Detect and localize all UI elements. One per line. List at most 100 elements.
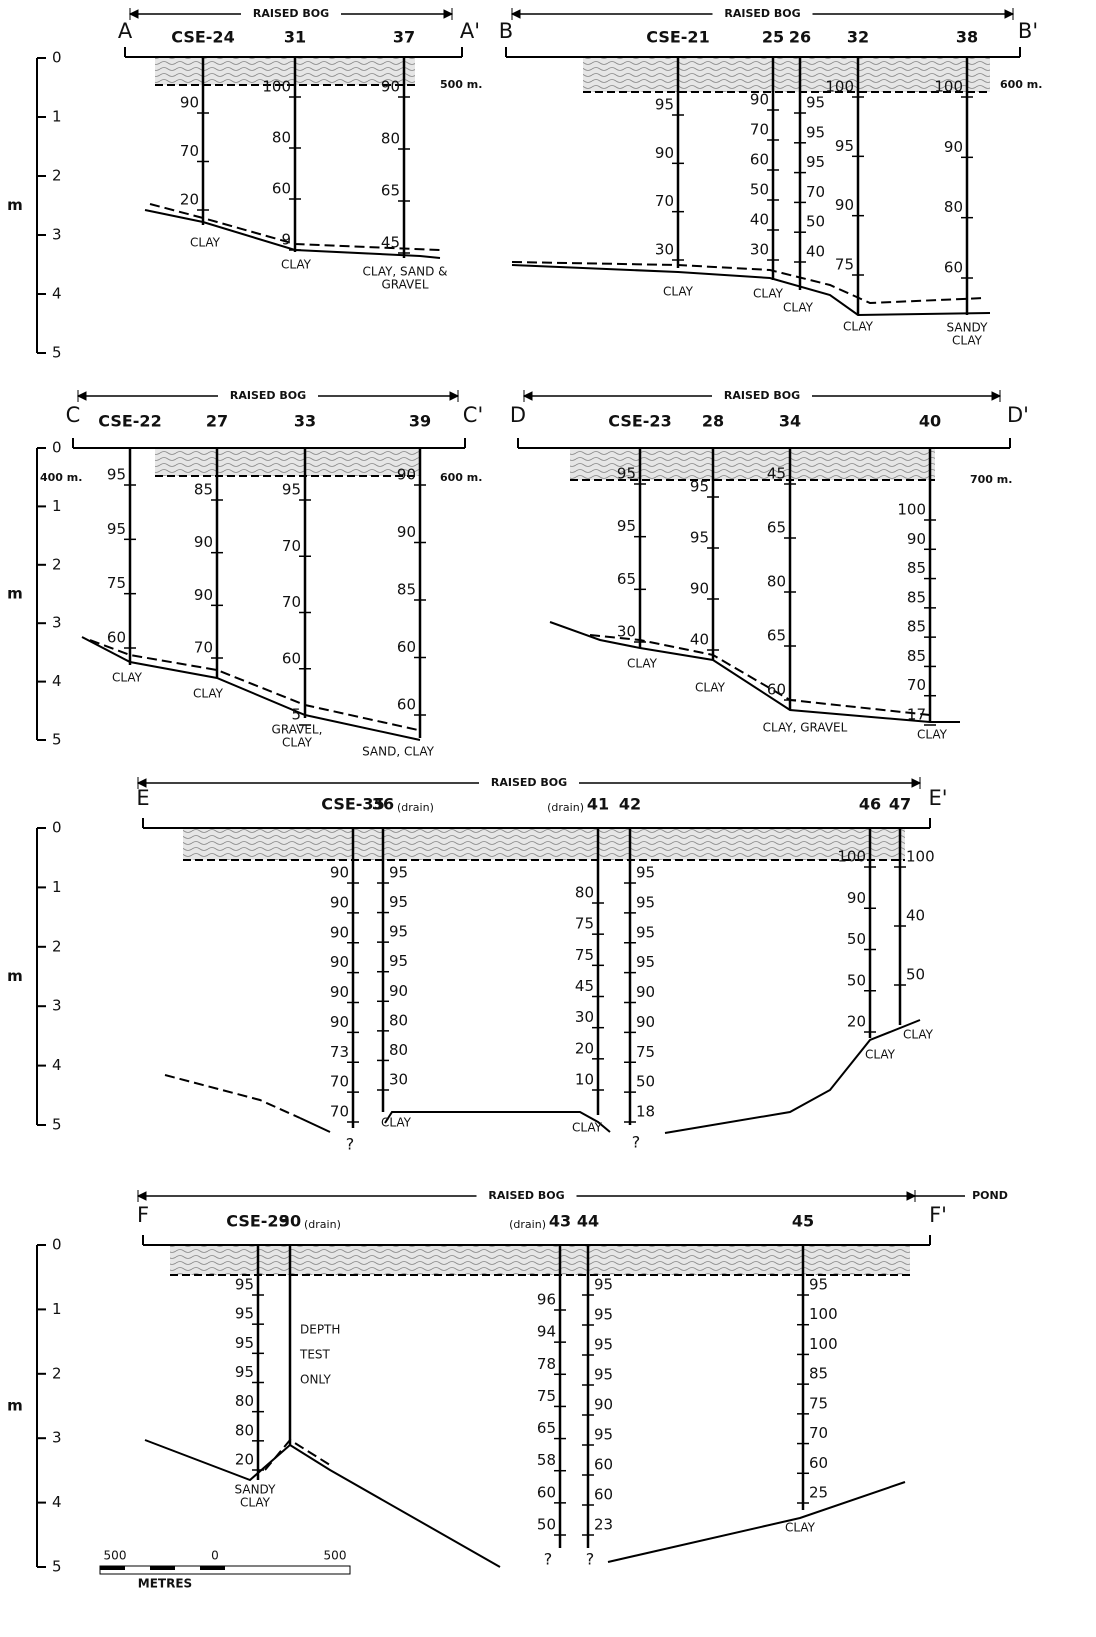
moisture-value: 85	[907, 559, 926, 577]
moisture-value: 95	[235, 1363, 254, 1381]
section-start: C	[66, 403, 81, 427]
moisture-value: 60	[594, 1486, 613, 1504]
moisture-value: 85	[907, 647, 926, 665]
remark: TEST	[299, 1348, 331, 1362]
moisture-value: 80	[389, 1041, 408, 1059]
base-material: CLAY	[627, 657, 658, 671]
moisture-value: 65	[617, 570, 636, 588]
base-material: CLAY	[240, 1496, 271, 1510]
moisture-value: 20	[575, 1039, 594, 1057]
moisture-value: 95	[594, 1276, 613, 1294]
base-material: CLAY	[753, 287, 784, 301]
moisture-value: 90	[194, 533, 213, 551]
moisture-value: 85	[194, 481, 213, 499]
moisture-value: 50	[847, 930, 866, 948]
base-material: CLAY, SAND &	[362, 265, 447, 279]
moisture-value: 90	[750, 91, 769, 109]
moisture-value: 90	[690, 580, 709, 598]
moisture-value: 30	[617, 623, 636, 641]
section-end: D'	[1007, 403, 1029, 427]
moisture-value: 100	[934, 78, 963, 96]
borehole-name: 25	[762, 28, 784, 47]
upper-contact	[265, 1440, 330, 1470]
moisture-value: 96	[537, 1291, 556, 1309]
depth-label: 1	[52, 108, 62, 126]
base-material: ?	[632, 1133, 641, 1152]
moisture-value: 95	[594, 1306, 613, 1324]
base-material: CLAY	[785, 1521, 816, 1535]
borehole-name: 44	[577, 1212, 599, 1231]
moisture-value: 50	[636, 1073, 655, 1091]
moisture-value: 100	[837, 848, 866, 866]
borehole-name: 43	[549, 1212, 571, 1231]
moisture-value: 70	[809, 1424, 828, 1442]
moisture-value: 95	[617, 517, 636, 535]
moisture-value: 70	[282, 593, 301, 611]
moisture-value: 60	[767, 681, 786, 699]
base-material: CLAY	[903, 1028, 934, 1042]
depth-unit: m	[7, 967, 23, 985]
moisture-value: 17	[907, 706, 926, 724]
moisture-value: 75	[107, 574, 126, 592]
moisture-value: 75	[537, 1387, 556, 1405]
moisture-value: 90	[194, 586, 213, 604]
borehole-name: 27	[206, 412, 228, 431]
moisture-value: 50	[847, 971, 866, 989]
depth-label: 2	[52, 555, 62, 573]
depth-label: 1	[52, 878, 62, 896]
distance: 700 m.	[970, 473, 1012, 486]
remark: DEPTH	[300, 1323, 340, 1337]
borehole-note: (drain)	[509, 1218, 546, 1231]
moisture-value: 80	[575, 884, 594, 902]
moisture-value: 45	[767, 465, 786, 483]
moisture-value: 23	[594, 1516, 613, 1534]
span-label: RAISED BOG	[253, 7, 329, 20]
borehole-note: (drain)	[397, 801, 434, 814]
borehole-name: 38	[956, 28, 978, 47]
section-end: E'	[928, 786, 947, 810]
moisture-value: 90	[835, 196, 854, 214]
moisture-value: 50	[537, 1516, 556, 1534]
moisture-value: 18	[636, 1103, 655, 1121]
moisture-value: 100	[825, 78, 854, 96]
depth-unit: m	[7, 1397, 23, 1415]
moisture-value: 30	[575, 1008, 594, 1026]
depth-label: 2	[52, 1364, 62, 1382]
moisture-value: 95	[107, 520, 126, 538]
moisture-value: 90	[389, 982, 408, 1000]
base-material: SAND, CLAY	[362, 745, 435, 759]
base-material: CLAY	[663, 285, 694, 299]
mineral-surface	[512, 265, 990, 315]
moisture-value: 80	[389, 1011, 408, 1029]
base-material: CLAY	[112, 671, 143, 685]
section-start: D	[510, 403, 526, 427]
moisture-value: 100	[897, 501, 926, 519]
moisture-value: 45	[381, 234, 400, 252]
borehole-name: 36	[372, 795, 394, 814]
moisture-value: 90	[397, 466, 416, 484]
borehole-name: 42	[619, 795, 641, 814]
span-label: RAISED BOG	[230, 389, 306, 402]
mineral-surface	[145, 1440, 500, 1567]
mineral-surface	[665, 1020, 920, 1133]
moisture-value: 90	[594, 1396, 613, 1414]
moisture-value: 95	[235, 1276, 254, 1294]
moisture-value: 60	[537, 1483, 556, 1501]
borehole-name: CSE-22	[98, 412, 161, 431]
moisture-value: 90	[330, 893, 349, 911]
depth-label: 4	[52, 285, 62, 303]
moisture-value: 95	[235, 1334, 254, 1352]
moisture-value: 70	[750, 121, 769, 139]
borehole-name: 32	[847, 28, 869, 47]
moisture-value: 70	[180, 142, 199, 160]
moisture-value: 60	[397, 638, 416, 656]
remark: ONLY	[300, 1373, 332, 1387]
scale-label: 500	[324, 1549, 347, 1563]
moisture-value: 58	[537, 1451, 556, 1469]
base-material: GRAVEL	[381, 278, 428, 292]
borehole-name: 40	[919, 412, 941, 431]
moisture-value: 60	[594, 1456, 613, 1474]
moisture-value: 45	[575, 977, 594, 995]
moisture-value: 60	[272, 180, 291, 198]
moisture-value: 40	[750, 211, 769, 229]
